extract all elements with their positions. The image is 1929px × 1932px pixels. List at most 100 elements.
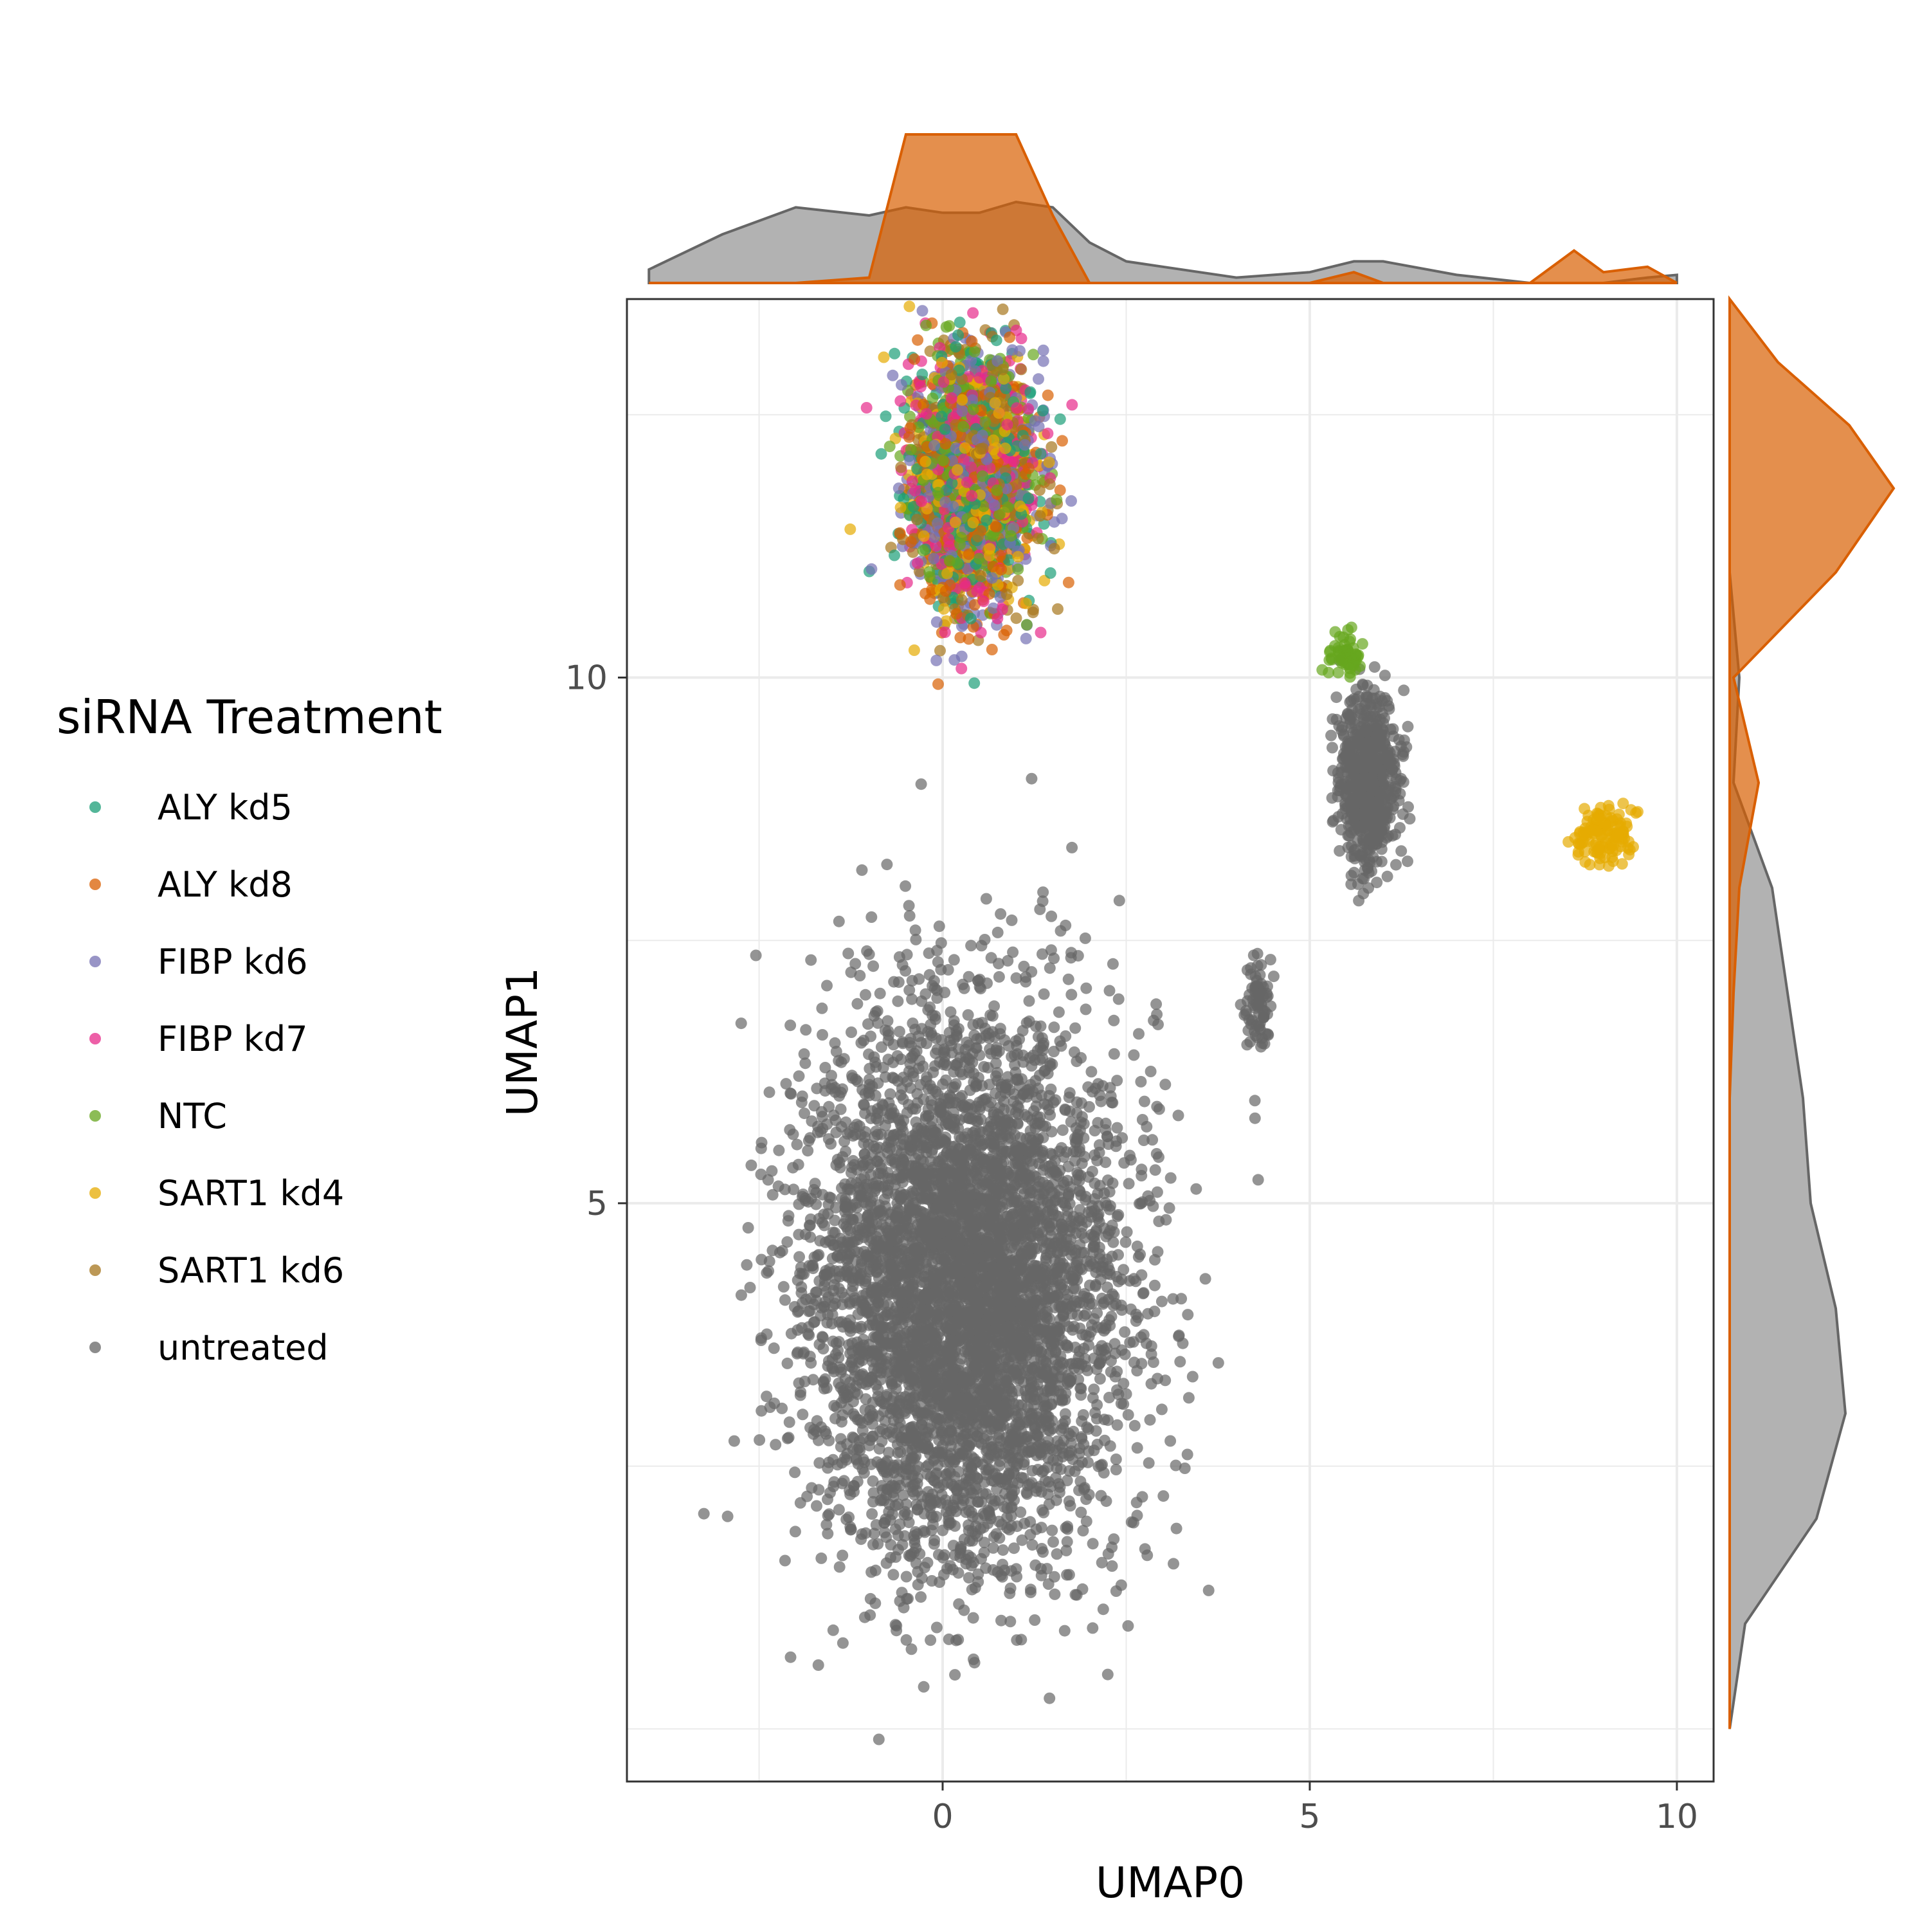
scatter-point	[800, 1024, 811, 1035]
scatter-point	[947, 501, 959, 513]
scatter-point	[1165, 1172, 1177, 1184]
scatter-point	[975, 570, 986, 581]
scatter-point	[884, 441, 896, 452]
scatter-point	[816, 1003, 828, 1014]
scatter-point	[940, 438, 952, 450]
scatter-point	[965, 613, 977, 624]
scatter-point	[1213, 1357, 1224, 1369]
scatter-point	[920, 320, 932, 331]
scatter-point	[894, 527, 906, 539]
scatter-point	[939, 424, 951, 435]
scatter-point	[825, 1138, 837, 1150]
scatter-point	[921, 469, 933, 480]
scatter-point	[855, 1037, 867, 1049]
scatter-point	[911, 514, 923, 525]
scatter-point	[965, 462, 977, 473]
scatter-point	[912, 334, 923, 346]
legend-label: ALY kd5	[158, 787, 293, 828]
scatter-point	[782, 1358, 793, 1369]
scatter-point	[804, 1219, 816, 1231]
scatter-point	[698, 1508, 710, 1520]
scatter-point	[756, 1143, 767, 1154]
scatter-point	[1183, 1392, 1195, 1403]
scatter-point	[979, 416, 991, 428]
scatter-point	[878, 352, 890, 363]
scatter-point	[905, 423, 916, 434]
legend-key	[89, 1110, 101, 1122]
scatter-point	[1137, 1288, 1149, 1299]
scatter-point	[956, 651, 968, 662]
scatter-point	[1002, 419, 1013, 430]
scatter-point	[889, 550, 900, 561]
scatter-point	[1022, 403, 1034, 415]
scatter-point	[967, 307, 979, 319]
scatter-point	[932, 487, 944, 498]
scatter-point	[1173, 1109, 1184, 1121]
scatter-point	[941, 568, 953, 579]
scatter-point	[789, 1466, 801, 1478]
scatter-point	[1089, 1125, 1101, 1136]
scatter-point	[961, 477, 973, 488]
scatter-point	[909, 644, 920, 656]
scatter-point	[937, 455, 949, 466]
scatter-point	[956, 594, 968, 606]
scatter-point	[985, 376, 997, 387]
scatter-point	[764, 1086, 775, 1098]
scatter-point	[918, 545, 929, 556]
scatter-point	[999, 442, 1011, 454]
scatter-point	[1108, 1015, 1119, 1026]
scatter-point	[893, 482, 905, 494]
scatter-point	[835, 1104, 847, 1115]
scatter-point	[940, 585, 952, 597]
scatter-point	[805, 954, 817, 966]
scatter-point	[895, 462, 907, 473]
scatter-point	[1001, 588, 1013, 600]
scatter-point	[974, 372, 986, 383]
scatter-point	[993, 407, 1005, 419]
scatter-point	[1023, 462, 1035, 474]
scatter-point	[1020, 597, 1032, 609]
scatter-point	[928, 440, 940, 451]
scatter-point	[936, 411, 947, 423]
scatter-point	[955, 663, 967, 675]
scatter-point	[954, 316, 966, 328]
scatter-point	[842, 948, 854, 960]
scatter-point	[1028, 349, 1039, 360]
legend-label: FIBP kd7	[158, 1019, 308, 1059]
scatter-point	[1029, 415, 1041, 427]
legend-label: SART1 kd6	[158, 1250, 344, 1291]
scatter-point	[1145, 1066, 1157, 1077]
scatter-point	[1005, 530, 1017, 542]
scatter-point	[1044, 1693, 1055, 1704]
scatter-point	[1035, 510, 1046, 522]
scatter-point	[1063, 974, 1074, 985]
scatter-point	[948, 954, 960, 965]
scatter-point	[795, 1287, 807, 1299]
scatter-point	[941, 321, 952, 333]
scatter-point	[1056, 513, 1068, 524]
scatter-point	[977, 470, 988, 482]
scatter-point	[903, 300, 915, 312]
scatter-point	[997, 364, 1009, 376]
scatter-point	[921, 408, 932, 420]
scatter-point	[1128, 1336, 1139, 1348]
scatter-point	[1139, 1096, 1150, 1107]
scatter-point	[1044, 962, 1056, 974]
scatter-point	[972, 531, 984, 542]
scatter-point	[1055, 414, 1066, 425]
scatter-point	[952, 329, 964, 341]
scatter-point	[880, 410, 892, 422]
scatter-point	[1080, 983, 1092, 994]
scatter-point	[1065, 989, 1077, 1001]
scatter-point	[1011, 402, 1022, 414]
scatter-point	[1045, 567, 1056, 579]
scatter-point	[1033, 373, 1044, 385]
scatter-point	[874, 988, 886, 999]
scatter-point	[1025, 387, 1037, 398]
scatter-point	[1038, 356, 1049, 367]
scatter-point	[1121, 1226, 1133, 1238]
scatter-point	[1113, 994, 1125, 1005]
scatter-point	[1171, 1523, 1182, 1535]
scatter-point	[1253, 1174, 1264, 1185]
scatter-point	[1080, 933, 1091, 944]
